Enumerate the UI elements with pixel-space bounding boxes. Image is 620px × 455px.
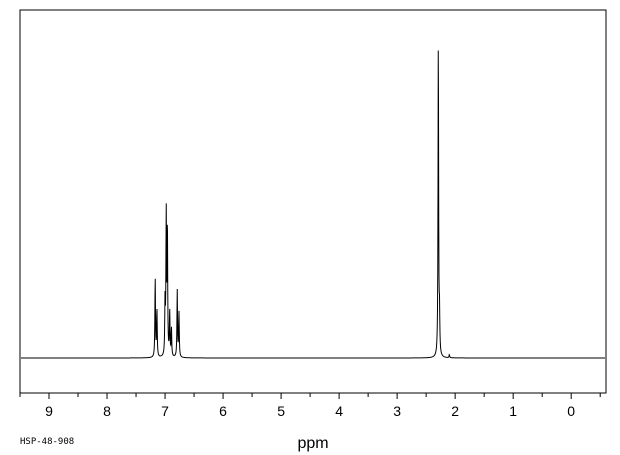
x-tick-label: 8 — [103, 403, 111, 419]
x-axis-label: ppm — [297, 435, 328, 452]
x-tick-label: 4 — [335, 403, 343, 419]
x-axis-tick-labels: 9 8 7 6 5 4 3 2 1 0 — [45, 403, 575, 419]
spectrum-trace — [21, 50, 605, 359]
x-tick-label: 0 — [567, 403, 575, 419]
x-tick-label: 3 — [393, 403, 401, 419]
x-axis-ticks — [19, 393, 601, 399]
x-tick-label: 5 — [277, 403, 285, 419]
x-tick-label: 6 — [219, 403, 227, 419]
x-tick-label: 2 — [451, 403, 459, 419]
sample-id-label: HSP-48-908 — [20, 437, 75, 447]
x-tick-label: 9 — [45, 403, 53, 419]
plot-frame — [19, 9, 607, 394]
x-tick-label: 7 — [161, 403, 169, 419]
x-tick-label: 1 — [509, 403, 517, 419]
